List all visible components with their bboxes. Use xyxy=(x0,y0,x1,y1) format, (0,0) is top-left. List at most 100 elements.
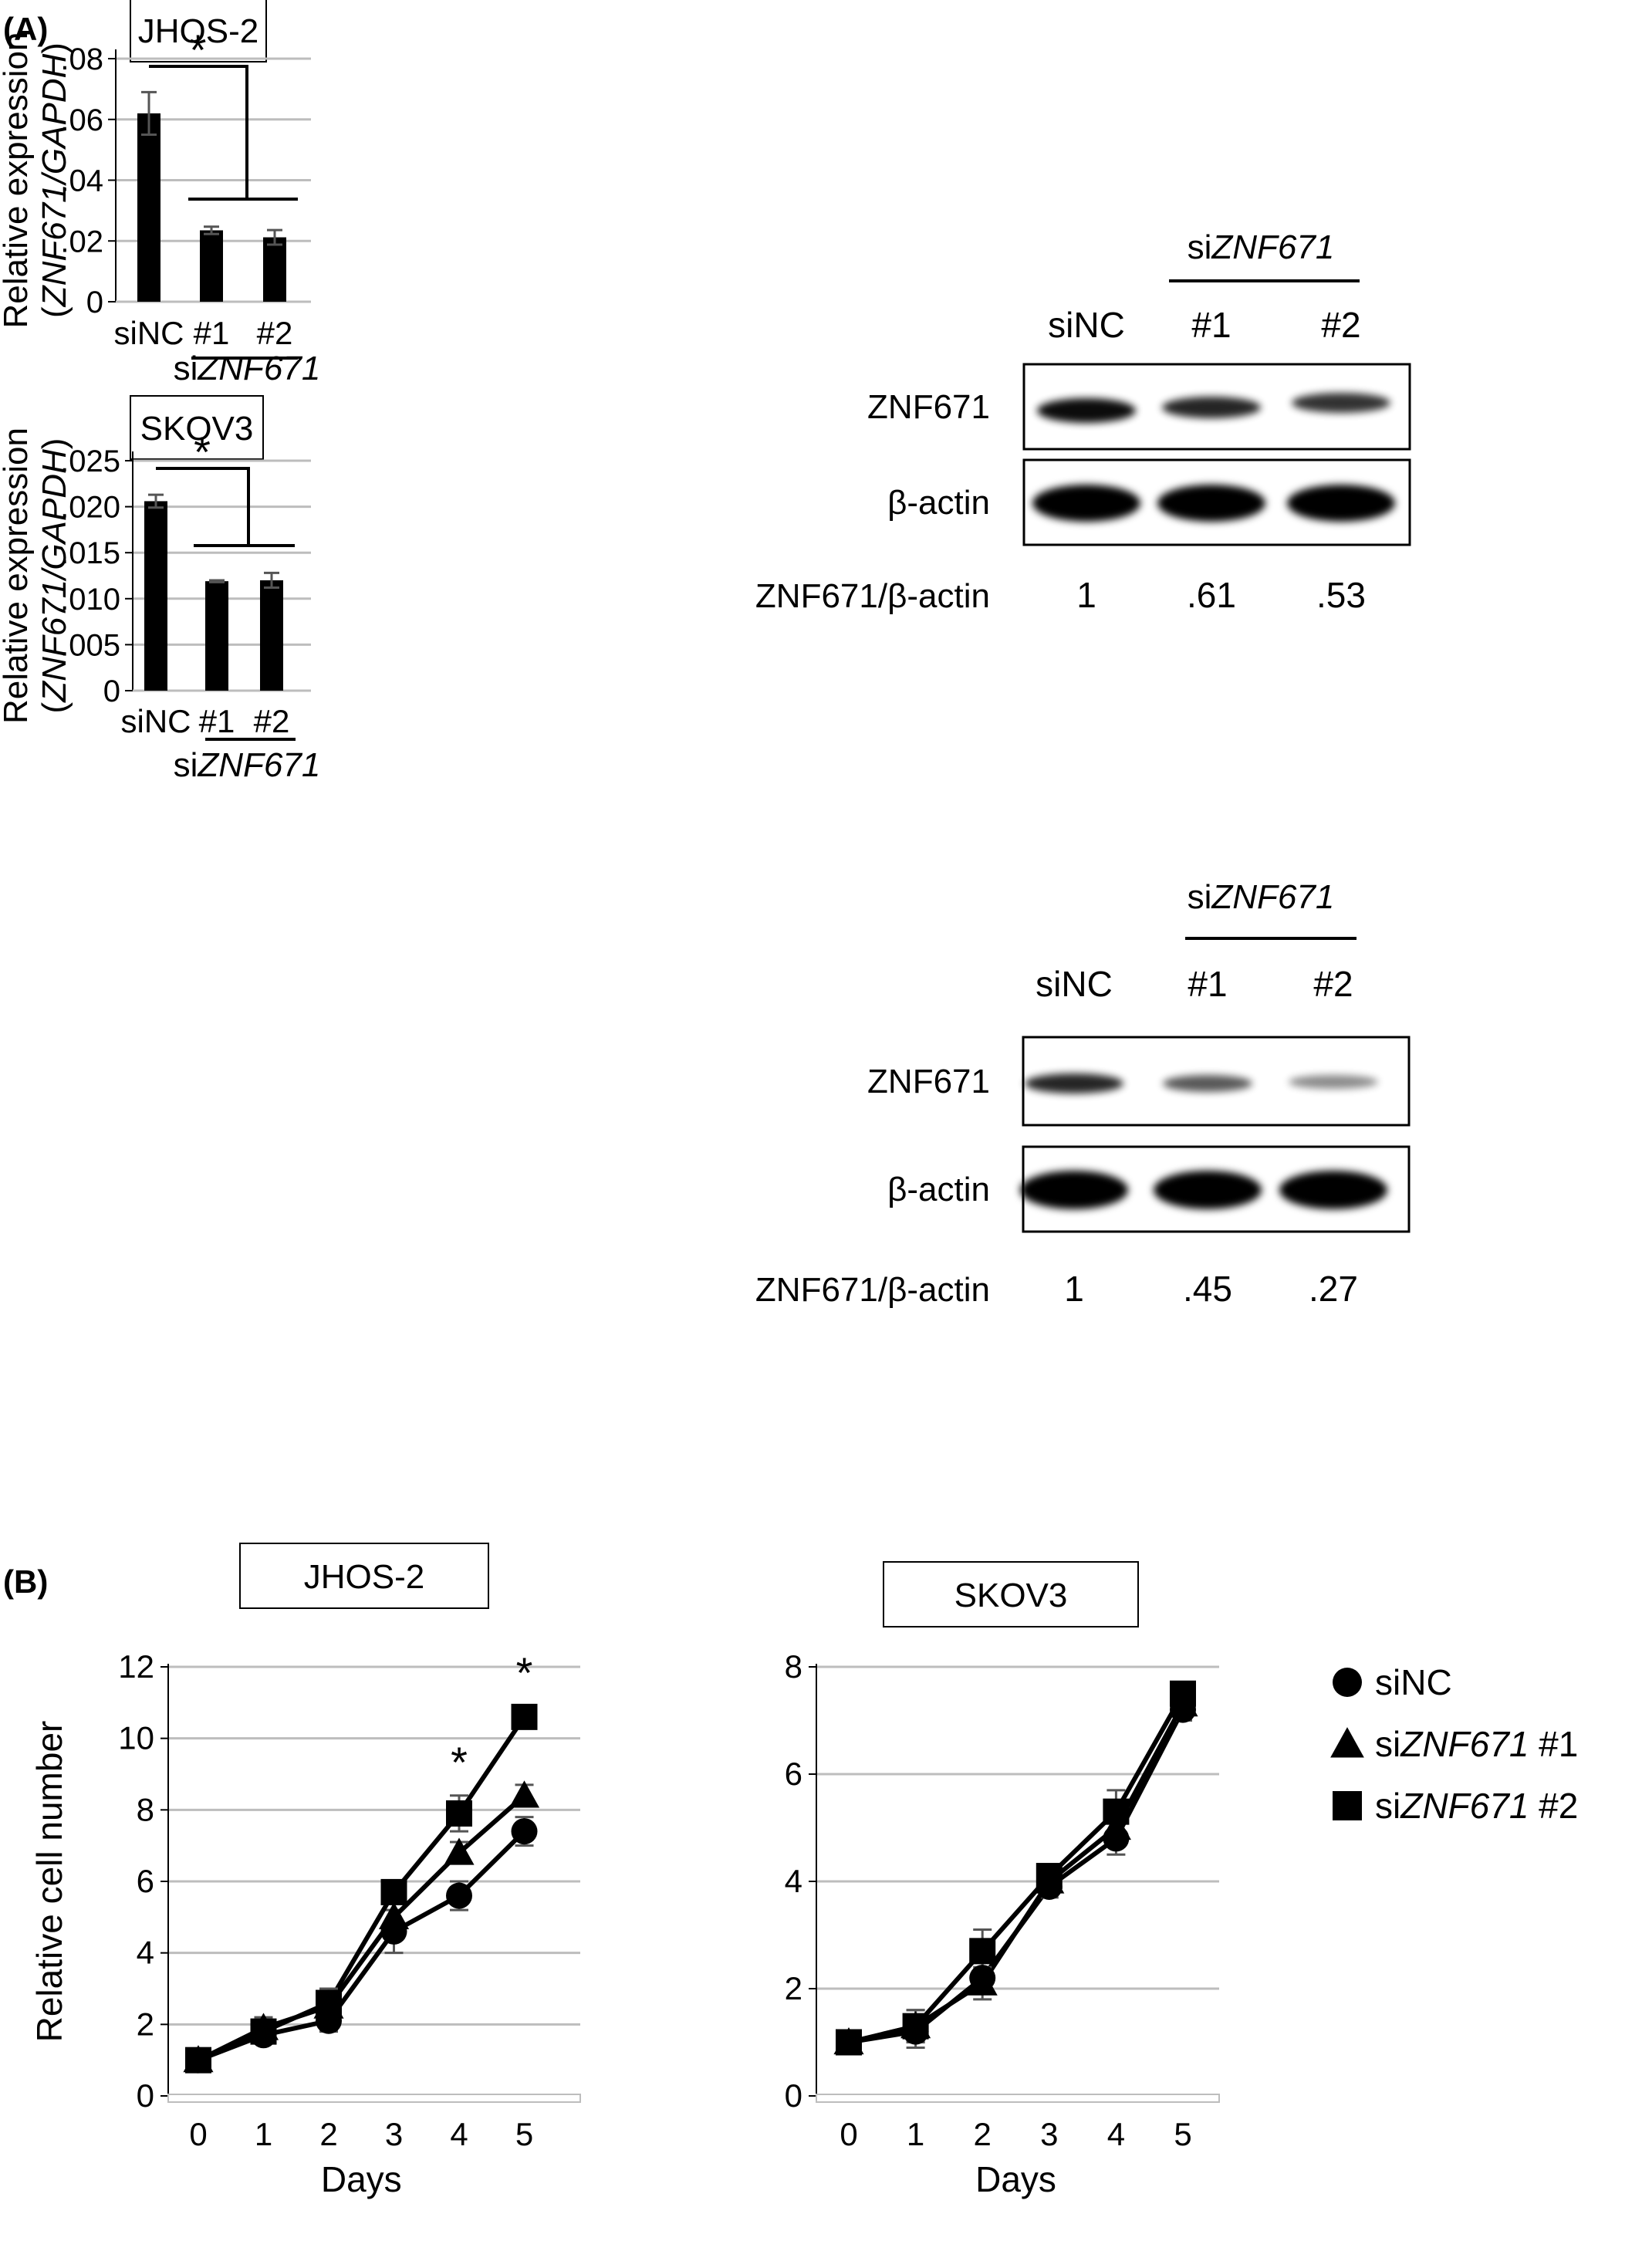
x-axis-label: Days xyxy=(321,2159,402,2199)
bar xyxy=(144,501,167,691)
legend-marker-circle xyxy=(1333,1668,1362,1697)
blot-group-prefix: si xyxy=(1188,228,1212,266)
blot-band xyxy=(1154,1171,1262,1209)
blot-band xyxy=(1287,485,1395,522)
chart-title-box xyxy=(239,1543,489,1609)
x-tick-label: #2 xyxy=(257,315,293,351)
significance-star: * xyxy=(194,428,211,476)
y-label-ratio: ZNF671/GAPDH xyxy=(35,449,73,703)
blot-group-gene: ZNF671 xyxy=(1211,878,1334,916)
x-tick-label: 2 xyxy=(974,2116,992,2152)
bar xyxy=(137,113,160,302)
chart-title: JHOS-2 xyxy=(304,1558,424,1596)
series-line xyxy=(848,1703,1185,2045)
blot-row-label: ZNF671 xyxy=(867,1063,990,1100)
significance-star: * xyxy=(516,1648,533,1697)
series-line xyxy=(848,1692,1185,2045)
blot-band xyxy=(1163,1075,1252,1092)
significance-bracket xyxy=(156,467,250,546)
y-axis-label-line2: (ZNF671/GAPDH) xyxy=(35,438,73,714)
panel-label-a: (A) xyxy=(3,11,48,47)
blot-band xyxy=(1279,1171,1387,1209)
blot-ratio-label: ZNF671/β-actin xyxy=(755,1271,990,1309)
y-tick-label: .015 xyxy=(60,536,120,570)
data-point-square xyxy=(380,1878,407,1905)
data-point-circle xyxy=(446,1882,472,1909)
data-point-square xyxy=(1036,1863,1063,1890)
significance-star: * xyxy=(190,25,207,74)
group-label-prefix: si xyxy=(174,746,198,784)
significance-star: * xyxy=(451,1738,468,1786)
legend-label: siZNF671 #1 xyxy=(1375,1724,1578,1764)
y-axis-label-line2: (ZNF671/GAPDH) xyxy=(35,42,73,318)
skov3-growth-chart: SKOV3 0 2 4 6 8 0 1 2 3 4 5 Days xyxy=(785,1561,1220,2199)
chart-title: JHOS-2 xyxy=(138,12,258,50)
x-tick-label: 2 xyxy=(319,2116,337,2152)
x-tick-label: siNC xyxy=(114,315,184,351)
y-tick-label: 0 xyxy=(785,2077,802,2114)
data-point-square xyxy=(1170,1680,1196,1707)
x-tick-label: 5 xyxy=(1174,2116,1191,2152)
y-tick-label: 2 xyxy=(785,1970,802,2006)
data-point-square xyxy=(1103,1798,1130,1825)
legend-label-suffix: #2 xyxy=(1529,1786,1578,1826)
y-tick-label: 4 xyxy=(785,1863,802,1899)
y-tick-label: 0 xyxy=(86,286,103,319)
chart-title: SKOV3 xyxy=(954,1577,1068,1614)
bar xyxy=(205,581,228,691)
y-tick-label: 12 xyxy=(118,1648,154,1685)
legend-entry: siNC xyxy=(1333,1662,1452,1702)
group-label: siZNF671 xyxy=(174,746,321,784)
y-axis-label-line1: Relative expression xyxy=(0,32,35,329)
x-axis-label: Days xyxy=(975,2159,1056,2199)
blot-lane-label: #2 xyxy=(1321,305,1360,345)
data-point-circle xyxy=(511,1818,538,1845)
y-label-paren: ) xyxy=(35,438,73,450)
blot-band xyxy=(1157,485,1265,522)
data-point-triangle xyxy=(444,1837,475,1865)
x-tick-label: 3 xyxy=(385,2116,403,2152)
blot-row-label: β-actin xyxy=(887,484,990,522)
blot-ratio-value: .53 xyxy=(1316,575,1366,615)
x-tick-label: 4 xyxy=(450,2116,468,2152)
legend-label-gene: ZNF671 xyxy=(1400,1786,1529,1826)
bar xyxy=(200,230,223,302)
y-tick-label: .025 xyxy=(60,444,120,478)
legend-marker-square xyxy=(1333,1791,1362,1820)
data-point-square xyxy=(316,1989,342,2016)
data-point-triangle xyxy=(1100,1812,1131,1840)
blot-ratio-value: .61 xyxy=(1187,575,1236,615)
y-tick-label: 6 xyxy=(137,1863,154,1899)
series-line xyxy=(848,1709,1185,2045)
y-label-ratio: ZNF671/GAPDH xyxy=(35,53,73,307)
data-point-square xyxy=(185,2047,211,2074)
y-label-paren: ( xyxy=(35,701,73,713)
x-tick-label: 5 xyxy=(515,2116,533,2152)
data-point-triangle xyxy=(508,1780,540,1808)
group-label-prefix: si xyxy=(174,350,198,387)
y-tick-label: .08 xyxy=(60,42,103,76)
chart-title-box xyxy=(883,1561,1139,1627)
bar xyxy=(260,580,283,691)
blot-band xyxy=(1289,1075,1378,1089)
y-tick-label: 4 xyxy=(137,1935,154,1971)
data-point-square xyxy=(250,2018,277,2045)
data-point-square xyxy=(836,2029,862,2056)
blot-lane-label: #2 xyxy=(1313,964,1353,1004)
y-tick-label: 0 xyxy=(137,2077,154,2114)
y-axis-label: Relative expression(ZNF671/GAPDH) xyxy=(0,428,73,724)
data-point-square xyxy=(446,1800,472,1827)
x-tick-label: siNC xyxy=(121,703,191,739)
legend-label-prefix: siNC xyxy=(1375,1662,1452,1702)
x-axis xyxy=(167,2094,581,2103)
x-tick-label: 1 xyxy=(907,2116,924,2152)
data-point-square xyxy=(902,2013,929,2040)
x-tick-label: #1 xyxy=(199,703,235,739)
bar xyxy=(263,237,286,302)
